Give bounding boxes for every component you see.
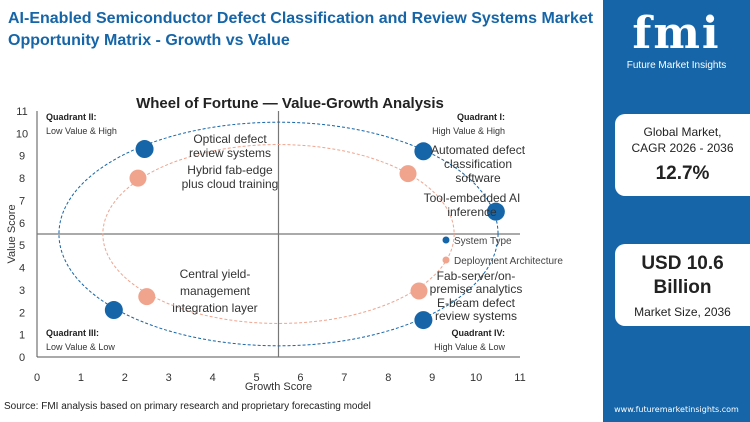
x-tick-label: 6 xyxy=(297,372,303,384)
market-size-value: USD 10.6 xyxy=(641,253,724,274)
data-label: Fab-server/on- xyxy=(437,269,516,283)
y-tick-label: 10 xyxy=(16,128,28,140)
x-tick-label: 1 xyxy=(78,372,84,384)
data-label: Automated defect xyxy=(431,143,526,157)
series-ellipse xyxy=(102,144,455,324)
data-point xyxy=(410,282,428,300)
y-tick-label: 3 xyxy=(19,285,25,297)
source-note: Source: FMI analysis based on primary re… xyxy=(4,401,371,412)
data-point xyxy=(135,140,154,159)
x-tick-label: 7 xyxy=(341,372,347,384)
market-size-card: USD 10.6 Billion Market Size, 2036 xyxy=(615,244,750,326)
y-tick-label: 0 xyxy=(19,352,25,364)
logo-text: fmi xyxy=(632,8,721,59)
quadrant-subtitle: High Value & High xyxy=(432,126,505,136)
data-point xyxy=(104,301,123,320)
data-label: Tool-embedded AI xyxy=(424,191,521,205)
quadrant-subtitle: Low Value & Low xyxy=(46,342,115,352)
y-tick-label: 5 xyxy=(19,240,25,252)
data-point xyxy=(399,165,417,183)
data-label: premise analytics xyxy=(430,282,523,296)
cagr-card: Global Market, CAGR 2026 - 2036 12.7% xyxy=(615,114,750,196)
x-tick-label: 11 xyxy=(514,372,525,384)
y-axis-label: Value Score xyxy=(6,204,18,263)
data-label: review systems xyxy=(189,146,271,160)
x-axis-label: Growth Score xyxy=(245,381,312,393)
x-tick-label: 4 xyxy=(210,372,216,384)
y-tick-label: 9 xyxy=(19,151,25,163)
data-label: management xyxy=(180,284,251,298)
data-label: integration layer xyxy=(172,301,257,315)
series-ellipse xyxy=(58,121,499,347)
data-point xyxy=(486,202,505,221)
data-point xyxy=(414,311,433,330)
y-tick-label: 11 xyxy=(16,106,27,118)
legend-label: Deployment Architecture xyxy=(454,256,563,267)
legend-label: System Type xyxy=(454,236,512,247)
legend-marker xyxy=(442,236,450,244)
data-point xyxy=(129,169,147,187)
data-label: E-beam defect xyxy=(437,296,516,310)
website-link[interactable]: www.futuremarketinsights.com xyxy=(614,405,739,414)
data-point xyxy=(414,142,433,161)
quadrant-title: Quadrant II: xyxy=(46,112,97,122)
y-tick-label: 6 xyxy=(19,218,25,230)
x-tick-label: 10 xyxy=(470,372,482,384)
quadrant-subtitle: Low Value & High xyxy=(46,126,117,136)
x-tick-label: 0 xyxy=(34,372,40,384)
market-size-label: Market Size, 2036 xyxy=(634,305,731,319)
data-point xyxy=(138,288,156,306)
quadrant-title: Quadrant IV: xyxy=(451,328,505,338)
cagr-label: Global Market, xyxy=(643,125,722,139)
quadrant-subtitle: High Value & Low xyxy=(434,342,505,352)
y-tick-label: 8 xyxy=(19,173,25,185)
data-label: software xyxy=(455,171,501,185)
y-tick-label: 2 xyxy=(19,307,25,319)
y-tick-label: 7 xyxy=(19,195,25,207)
x-tick-label: 5 xyxy=(253,372,259,384)
x-tick-label: 3 xyxy=(166,372,172,384)
sidebar: fmi Future Market Insights Global Market… xyxy=(603,0,750,422)
market-size-unit: Billion xyxy=(653,277,712,298)
logo-subtitle: Future Market Insights xyxy=(626,60,727,71)
chart-title: Wheel of Fortune — Value-Growth Analysis xyxy=(136,95,444,112)
page-title: AI-Enabled Semiconductor Defect Classifi… xyxy=(8,10,594,49)
cagr-value: 12.7% xyxy=(655,163,710,184)
data-label: classification xyxy=(444,157,512,171)
y-tick-label: 1 xyxy=(19,330,25,342)
x-tick-label: 9 xyxy=(429,372,435,384)
x-tick-label: 8 xyxy=(385,372,391,384)
quadrant-title: Quadrant I: xyxy=(457,112,505,122)
data-label: Hybrid fab-edge xyxy=(187,163,273,177)
opportunity-matrix-chart: Wheel of Fortune — Value-Growth Analysis… xyxy=(6,95,563,393)
data-label: Optical defect xyxy=(193,132,267,146)
y-tick-label: 4 xyxy=(19,263,25,275)
legend-marker xyxy=(442,256,450,264)
data-label: Central yield- xyxy=(180,267,251,281)
fmi-logo: fmi Future Market Insights xyxy=(603,8,750,71)
quadrant-title: Quadrant III: xyxy=(46,328,99,338)
data-label: inference xyxy=(447,205,497,219)
data-label: review systems xyxy=(435,309,517,323)
data-label: plus cloud training xyxy=(182,177,279,191)
cagr-period: CAGR 2026 - 2036 xyxy=(631,141,734,155)
x-tick-label: 2 xyxy=(122,372,128,384)
